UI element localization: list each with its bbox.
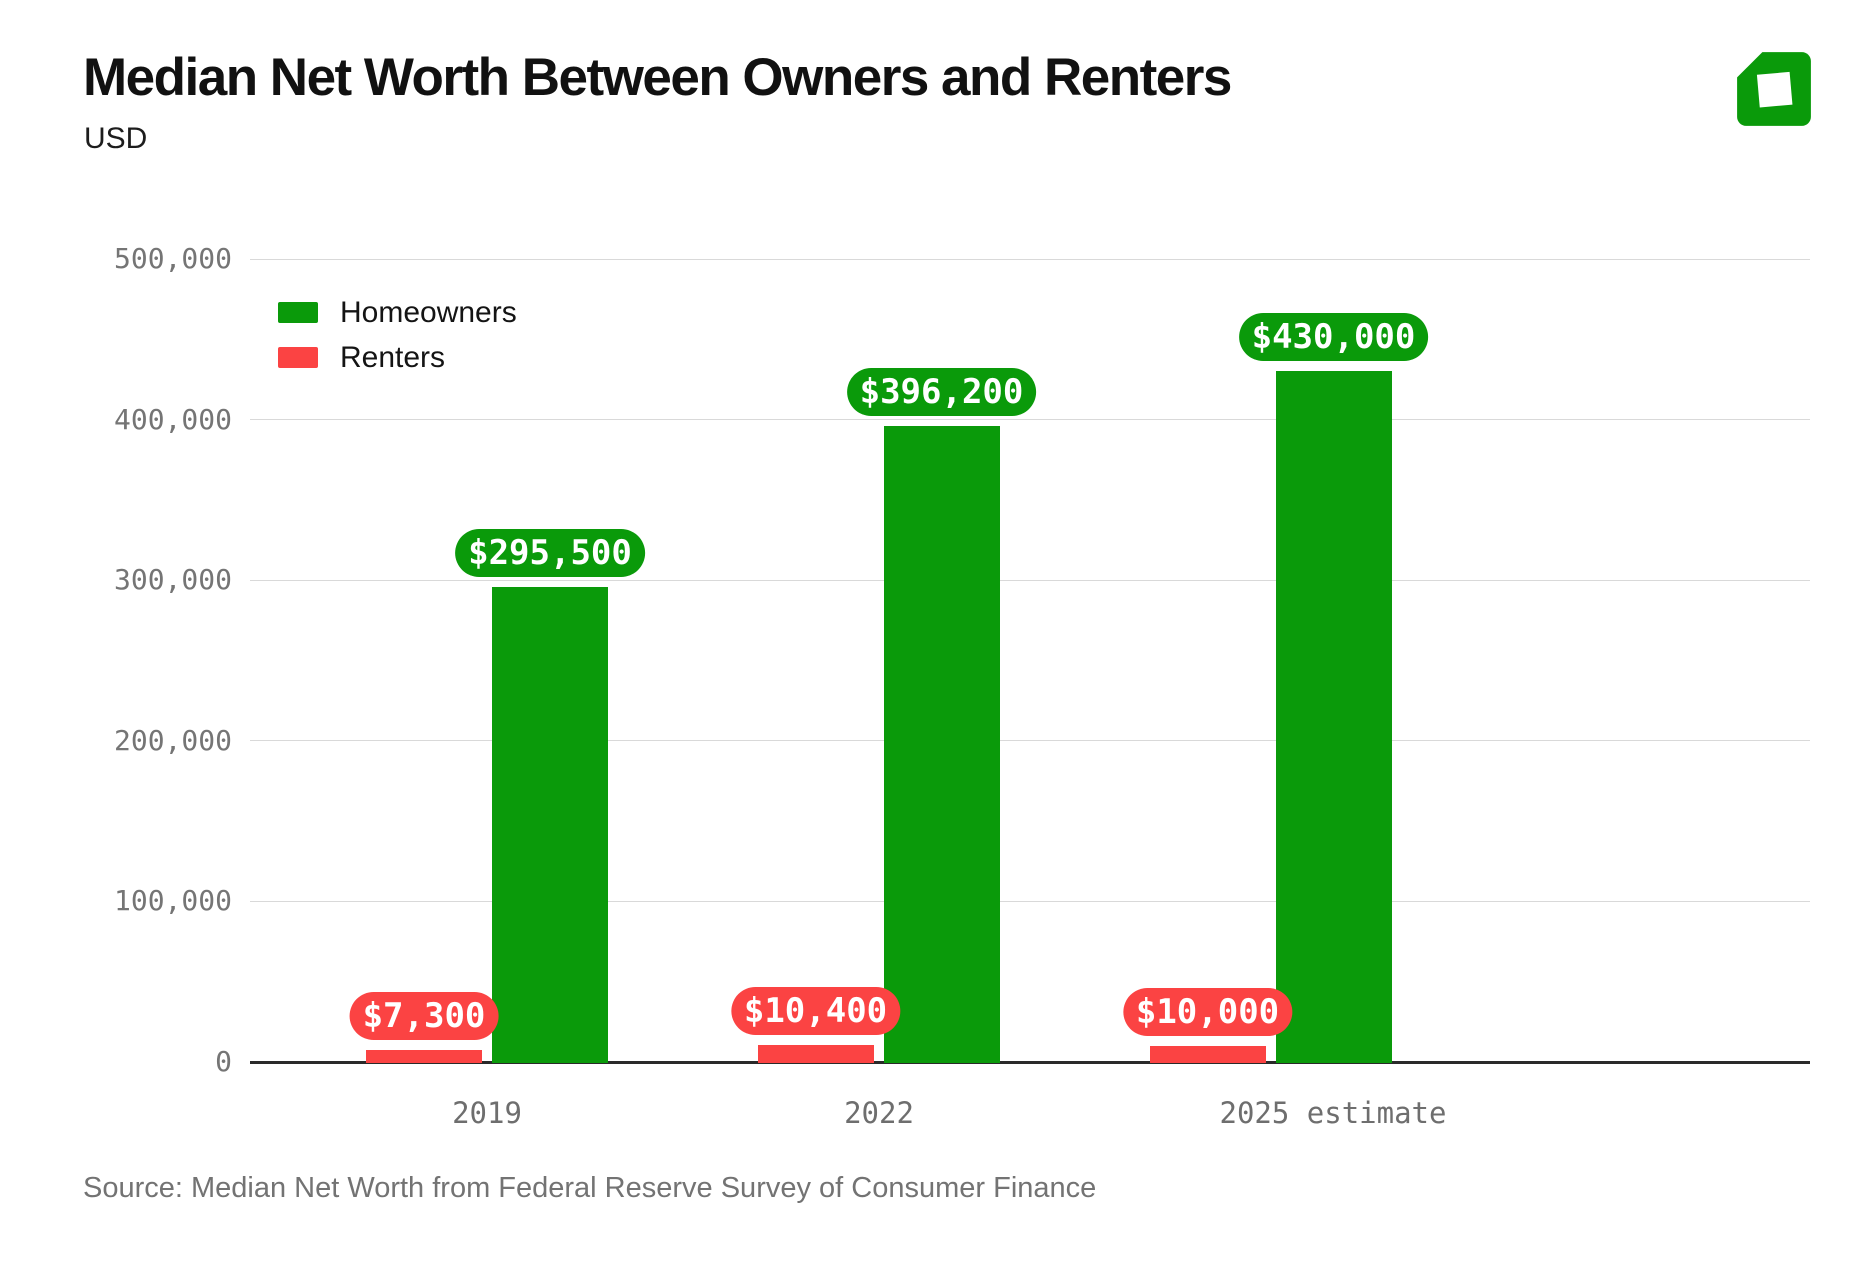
x-tick-label-2025-estimate: 2025 estimate <box>1219 1096 1447 1130</box>
gridline-400000 <box>250 419 1810 421</box>
brand-logo-icon <box>1737 52 1811 126</box>
value-label-renters-2022: $10,400 <box>730 987 901 1036</box>
x-tick-label-2022: 2022 <box>844 1096 914 1130</box>
legend-label-renters: Renters <box>340 341 446 374</box>
gridline-300000 <box>250 579 1810 581</box>
x-axis-line <box>250 1060 1810 1064</box>
value-label-renters-2025-estimate: $10,000 <box>1122 987 1293 1036</box>
y-tick-label-200000: 200,000 <box>113 723 232 757</box>
y-tick-label-300000: 300,000 <box>113 563 232 597</box>
value-label-homeowners-2025-estimate: $430,000 <box>1238 313 1429 362</box>
source-note: Source: Median Net Worth from Federal Re… <box>83 1172 1097 1204</box>
legend-swatch-homeowners-icon <box>278 302 318 323</box>
chart-subtitle: USD <box>84 122 148 155</box>
gridline-100000 <box>250 900 1810 902</box>
x-tick-label-2019: 2019 <box>452 1096 522 1130</box>
y-tick-label-500000: 500,000 <box>113 242 232 275</box>
y-tick-label-100000: 100,000 <box>113 884 232 918</box>
legend-swatch-renters-icon <box>278 347 318 368</box>
value-label-homeowners-2022: $396,200 <box>846 367 1037 416</box>
chart-title: Median Net Worth Between Owners and Rent… <box>83 48 1232 107</box>
bar-homeowners-2019 <box>492 587 608 1064</box>
legend: Homeowners Renters <box>278 296 517 390</box>
gridline-200000 <box>250 740 1810 742</box>
value-label-homeowners-2019: $295,500 <box>455 529 645 578</box>
y-tick-label-400000: 400,000 <box>113 402 232 436</box>
gridline-500000 <box>250 258 1810 260</box>
legend-item-homeowners: Homeowners <box>278 296 517 329</box>
bar-renters-2019 <box>366 1050 482 1064</box>
bar-homeowners-2022 <box>883 425 1000 1064</box>
y-tick-label-0: 0 <box>215 1045 232 1078</box>
legend-label-homeowners: Homeowners <box>340 296 517 329</box>
bar-homeowners-2025-estimate <box>1275 371 1392 1064</box>
legend-item-renters: Renters <box>278 341 517 374</box>
value-label-renters-2019: $7,300 <box>349 992 499 1041</box>
bar-renters-2025-estimate <box>1149 1045 1266 1064</box>
bar-renters-2022 <box>757 1045 874 1064</box>
